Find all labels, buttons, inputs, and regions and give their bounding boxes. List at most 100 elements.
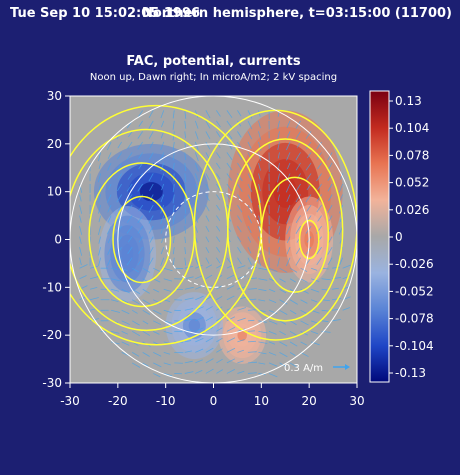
current-vector [142, 330, 151, 336]
current-vector [237, 246, 242, 254]
current-vector [131, 309, 138, 314]
current-vector [226, 337, 236, 343]
current-vector [79, 236, 82, 244]
current-vector [107, 246, 112, 255]
current-vector [149, 194, 154, 201]
fac-region-2-layer-4 [237, 329, 247, 341]
current-vector [277, 120, 280, 130]
current-vector [339, 257, 344, 266]
y-tick-label: -30 [42, 376, 62, 390]
current-vector [338, 183, 344, 193]
colorbar-tick-label: -0.13 [395, 366, 426, 380]
current-vector [160, 257, 165, 266]
current-vector [160, 194, 165, 203]
current-vector [216, 173, 221, 180]
current-vector [107, 162, 112, 171]
y-axis: 30 20 10 0 -10 -20 -30 [42, 89, 70, 390]
current-vector [98, 204, 102, 214]
current-vector [279, 309, 288, 315]
current-vector [258, 152, 262, 162]
current-vector [205, 316, 214, 322]
current-vector [300, 299, 308, 304]
current-vector [161, 120, 165, 128]
current-vector [216, 162, 221, 169]
current-vector [277, 226, 280, 235]
current-vector [327, 257, 333, 266]
current-vector [194, 215, 199, 223]
current-vector [295, 120, 301, 129]
current-vector [148, 257, 154, 266]
y-tick-label: 10 [47, 185, 62, 199]
current-vector [258, 299, 266, 302]
current-vector [184, 340, 192, 343]
current-vector [163, 373, 173, 377]
current-vector [205, 215, 210, 222]
current-vector [216, 316, 223, 322]
current-vector [295, 225, 301, 234]
current-vector [332, 287, 339, 290]
current-vector [310, 267, 318, 271]
current-vector [160, 141, 165, 151]
current-vector [160, 225, 165, 234]
current-vector [153, 330, 160, 335]
current-vector [277, 204, 280, 213]
header-hemisphere-info: Northern hemisphere, t=03:15:00 (11700) [142, 6, 452, 21]
current-vector [111, 309, 121, 313]
current-vector [268, 352, 277, 356]
current-vector [247, 309, 256, 311]
current-vector [237, 275, 246, 280]
current-vector [184, 215, 187, 224]
current-vector [216, 204, 221, 211]
current-vector [237, 204, 243, 213]
current-vector [131, 267, 140, 273]
potential-contour [298, 219, 320, 260]
current-vector [237, 183, 243, 192]
current-vector [138, 110, 144, 118]
current-vector [237, 265, 246, 269]
current-vector [117, 173, 122, 180]
current-vector [305, 141, 312, 150]
current-vector [295, 246, 301, 255]
current-vector [153, 373, 161, 378]
current-vector [258, 267, 268, 271]
current-vector [205, 173, 210, 181]
current-vector [216, 327, 223, 332]
current-vector [216, 152, 221, 159]
current-vector [289, 330, 298, 337]
current-vector [153, 352, 162, 357]
current-vector [268, 288, 276, 293]
current-vector [116, 246, 122, 255]
current-vector [195, 327, 204, 332]
current-vector [258, 351, 267, 355]
current-vector [148, 110, 154, 118]
current-vector [247, 330, 256, 332]
current-vector [107, 215, 112, 223]
current-vector [237, 317, 246, 322]
current-vector [79, 183, 83, 193]
current-vector [163, 330, 173, 335]
current-vector [205, 110, 211, 119]
y-tick-label: 20 [47, 137, 62, 151]
current-vector [247, 173, 252, 181]
current-vector [172, 120, 175, 130]
current-vector [258, 141, 262, 151]
y-tick-label: 30 [47, 89, 62, 103]
current-vector [258, 183, 261, 192]
current-vector [184, 194, 187, 204]
current-vector [205, 274, 213, 280]
current-vector [205, 183, 210, 191]
current-vector [289, 267, 298, 273]
current-vector [216, 246, 221, 253]
header-timestamp: Tue Sep 10 15:02:05 1996 [10, 6, 201, 21]
current-vector [286, 204, 291, 212]
current-vector [111, 288, 120, 292]
x-tick-label: 0 [210, 394, 218, 408]
x-tick-label: -10 [156, 394, 176, 408]
chart-subtitle: Noon up, Dawn right; In microA/m2; 2 kV … [89, 72, 338, 83]
current-vector [149, 236, 154, 243]
current-vector [106, 225, 112, 235]
current-vector [160, 162, 165, 172]
current-vector [296, 204, 301, 211]
current-vector [216, 295, 223, 301]
current-vector [327, 246, 333, 255]
